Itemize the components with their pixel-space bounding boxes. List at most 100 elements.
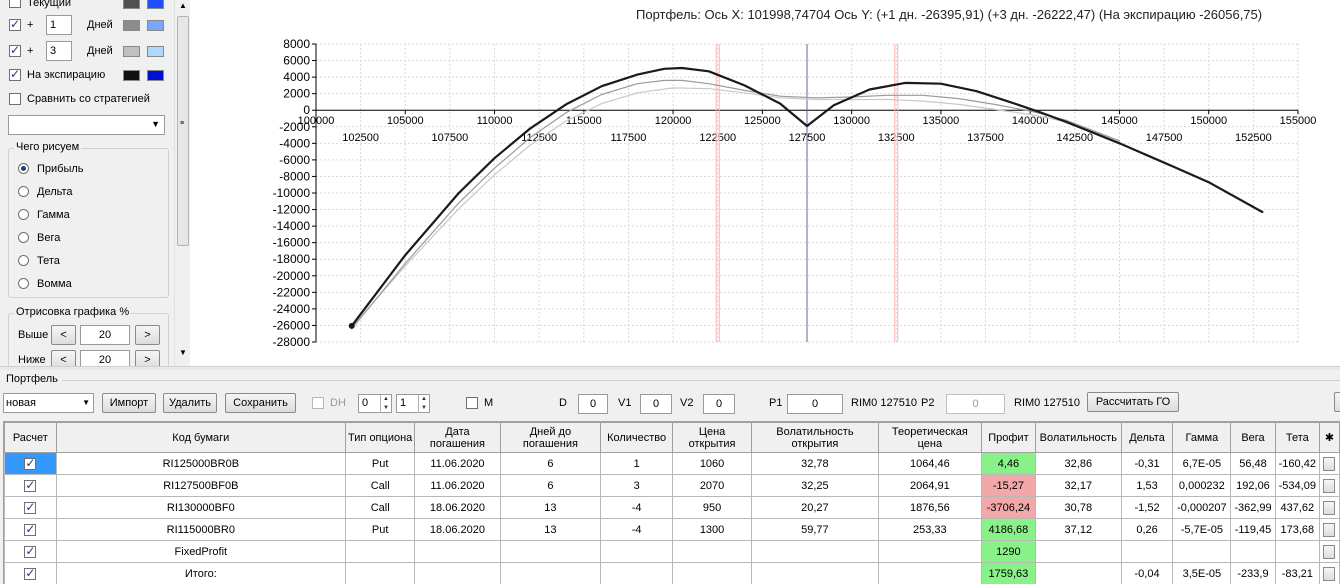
calculate-margin-button[interactable]: Рассчитать ГО (1087, 392, 1179, 412)
compare-checkbox[interactable] (9, 93, 21, 105)
cell-open-price[interactable] (671, 540, 753, 563)
col-header-delta[interactable]: Дельта (1120, 422, 1174, 453)
cell-gamma[interactable]: 6,7E-05 (1172, 452, 1232, 475)
cell-code[interactable]: RI130000BF0 (55, 496, 347, 519)
col-header-code[interactable]: Код бумаги (55, 422, 347, 453)
radio-profit[interactable] (18, 163, 29, 174)
col-header-profit[interactable]: Профит (980, 422, 1036, 453)
import-button[interactable]: Импорт (102, 393, 156, 413)
v2-input[interactable]: 0 (703, 394, 735, 414)
calc-checkbox[interactable] (24, 522, 37, 536)
calc-checkbox-cell[interactable] (4, 452, 57, 475)
cell-open-price[interactable]: 2070 (671, 474, 753, 497)
cell-days[interactable]: 13 (499, 518, 602, 541)
cell-days[interactable] (499, 540, 602, 563)
cell-open-price[interactable] (671, 562, 753, 584)
cell-theta[interactable] (1274, 540, 1320, 563)
portfolio-select[interactable]: новая ▼ (3, 393, 94, 413)
col-header-open-price[interactable]: Цена открытия (671, 422, 753, 453)
cell-vega[interactable] (1230, 540, 1276, 563)
extra-button[interactable] (1334, 392, 1340, 412)
calc-checkbox[interactable] (24, 544, 37, 558)
cell-code[interactable]: RI127500BF0B (55, 474, 347, 497)
calc-checkbox[interactable] (24, 456, 37, 470)
cell-volatility[interactable]: 32,17 (1034, 474, 1122, 497)
row-action-cell[interactable] (1318, 562, 1340, 584)
cell-theta[interactable]: -160,42 (1274, 452, 1320, 475)
col-header-open-volatility[interactable]: Волатильность открытия (751, 422, 879, 453)
row-action-button[interactable] (1323, 566, 1336, 581)
above-input[interactable]: 20 (80, 325, 130, 345)
cell-expiry-date[interactable] (414, 562, 501, 584)
radio-delta[interactable] (18, 186, 29, 197)
plus1-days-input[interactable]: 1 (46, 15, 72, 35)
cell-gamma[interactable]: 3,5E-05 (1172, 562, 1232, 584)
plus1-color-a[interactable] (123, 20, 140, 31)
cell-theoretical-price[interactable]: 1064,46 (877, 452, 982, 475)
scroll-down-icon[interactable]: ▼ (179, 348, 187, 357)
cell-profit[interactable]: -15,27 (980, 474, 1036, 497)
col-header-theta[interactable]: Тета (1274, 422, 1320, 453)
row-action-button[interactable] (1323, 522, 1336, 537)
plus3-color-b[interactable] (147, 46, 164, 57)
cell-theta[interactable]: -534,09 (1274, 474, 1320, 497)
row-action-cell[interactable] (1318, 474, 1340, 497)
cell-volatility[interactable]: 30,78 (1034, 496, 1122, 519)
cell-quantity[interactable]: 3 (600, 474, 673, 497)
cell-delta[interactable]: -1,52 (1120, 496, 1174, 519)
cell-open-volatility[interactable]: 20,27 (751, 496, 879, 519)
row-action-cell[interactable] (1318, 518, 1340, 541)
cell-expiry-date[interactable]: 11.06.2020 (414, 452, 501, 475)
col-header-calc[interactable]: Расчет (4, 422, 57, 453)
cell-open-volatility[interactable]: 32,78 (751, 452, 879, 475)
calc-checkbox[interactable] (24, 566, 37, 580)
current-color-a[interactable] (123, 0, 140, 9)
table-row[interactable]: RI115000BR0 Put 18.06.2020 13 -4 1300 59… (4, 518, 1340, 541)
save-button[interactable]: Сохранить (225, 393, 296, 413)
cell-theoretical-price[interactable]: 253,33 (877, 518, 982, 541)
cell-gamma[interactable]: -5,7E-05 (1172, 518, 1232, 541)
col-header-expiry-date[interactable]: Дата погашения (414, 422, 501, 453)
cell-days[interactable]: 6 (499, 474, 602, 497)
col-header-vega[interactable]: Вега (1230, 422, 1276, 453)
spinner-1[interactable]: 0 ▲ ▼ (358, 394, 392, 413)
cell-delta[interactable]: -0,31 (1120, 452, 1174, 475)
table-row[interactable]: RI130000BF0 Call 18.06.2020 13 -4 950 20… (4, 496, 1340, 519)
table-row[interactable]: FixedProfit 1290 (4, 540, 1340, 563)
plus3-days-input[interactable]: 3 (46, 41, 72, 61)
row-action-button[interactable] (1323, 478, 1336, 493)
scrollbar-thumb[interactable]: ≡ (177, 16, 189, 246)
plus3-checkbox[interactable] (9, 43, 21, 57)
plus3-color-a[interactable] (123, 46, 140, 57)
row-action-cell[interactable] (1318, 540, 1340, 563)
below-increase-button[interactable]: > (135, 350, 160, 366)
col-header-gamma[interactable]: Гамма (1172, 422, 1232, 453)
scroll-up-icon[interactable]: ▲ (179, 1, 187, 10)
cell-open-volatility[interactable]: 32,25 (751, 474, 879, 497)
cell-days[interactable]: 6 (499, 452, 602, 475)
table-row[interactable]: RI125000BR0B Put 11.06.2020 6 1 1060 32,… (4, 452, 1340, 475)
cell-theoretical-price[interactable]: 1876,56 (877, 496, 982, 519)
cell-open-price[interactable]: 950 (671, 496, 753, 519)
cell-delta[interactable]: 0,26 (1120, 518, 1174, 541)
cell-theoretical-price[interactable] (877, 540, 982, 563)
row-action-button[interactable] (1323, 544, 1336, 559)
above-increase-button[interactable]: > (135, 325, 160, 345)
calc-checkbox-cell[interactable] (4, 496, 57, 519)
cell-open-volatility[interactable]: 59,77 (751, 518, 879, 541)
cell-option-type[interactable] (345, 562, 416, 584)
cell-open-price[interactable]: 1300 (671, 518, 753, 541)
below-input[interactable]: 20 (80, 350, 130, 366)
cell-profit[interactable]: 4186,68 (980, 518, 1036, 541)
cell-theoretical-price[interactable] (877, 562, 982, 584)
cell-expiry-date[interactable]: 11.06.2020 (414, 474, 501, 497)
current-checkbox[interactable] (9, 0, 21, 8)
cell-profit[interactable]: 4,46 (980, 452, 1036, 475)
cell-profit[interactable]: -3706,24 (980, 496, 1036, 519)
positions-table[interactable]: Расчет Код бумаги Тип опциона Дата погаш… (3, 421, 1340, 584)
cell-code[interactable]: Итого: (55, 562, 347, 584)
cell-volatility[interactable]: 32,86 (1034, 452, 1122, 475)
row-action-button[interactable] (1323, 456, 1336, 471)
cell-code[interactable]: RI115000BR0 (55, 518, 347, 541)
cell-quantity[interactable]: -4 (600, 518, 673, 541)
